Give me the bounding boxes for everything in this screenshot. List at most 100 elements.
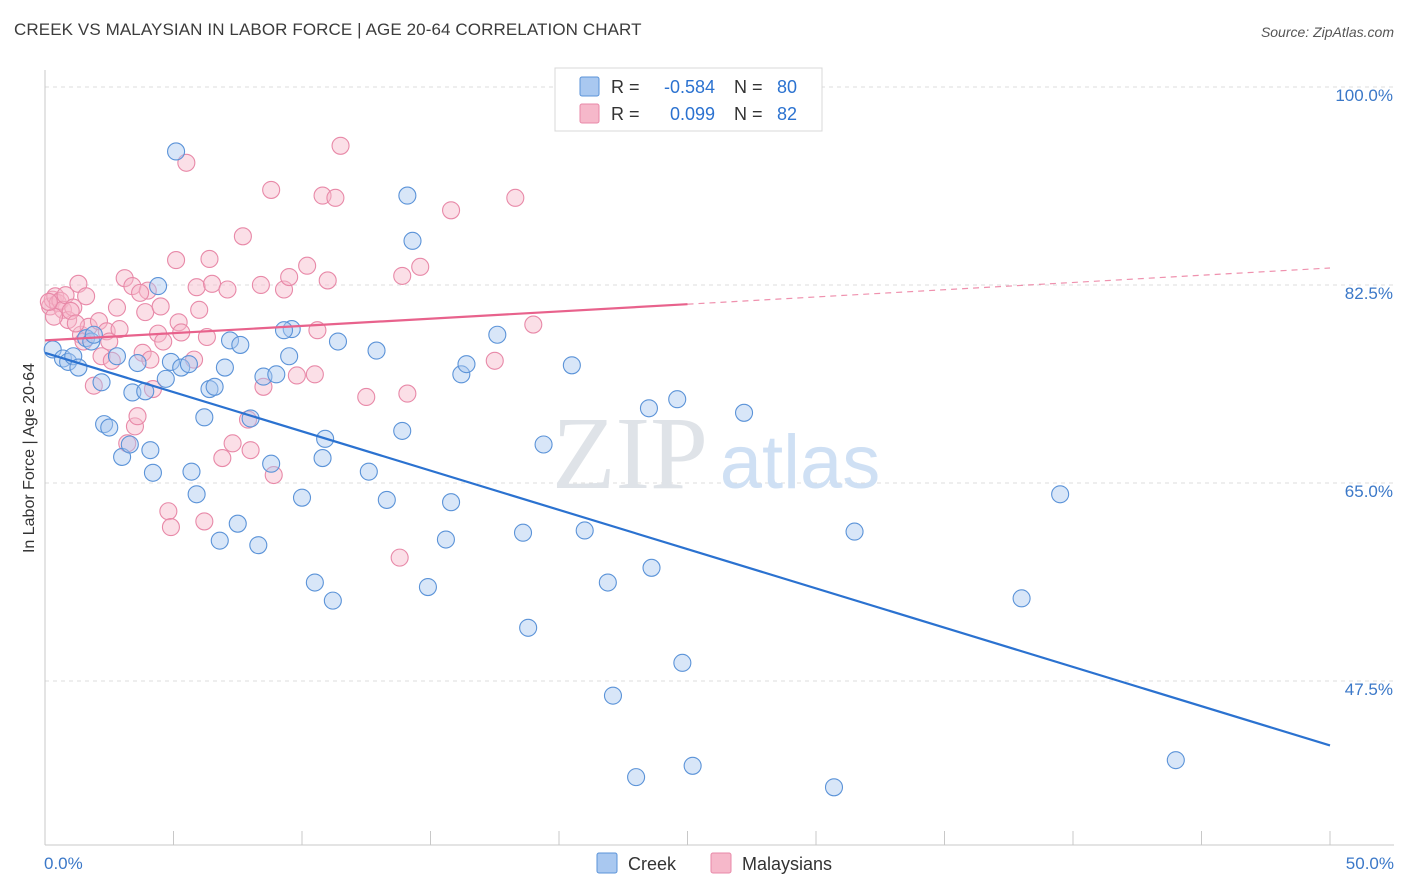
creek-point [627, 768, 646, 787]
creek-point [305, 573, 324, 592]
creek-point [161, 352, 180, 371]
malaysians-point [506, 188, 525, 207]
creek-point [418, 577, 437, 597]
watermark-zip: ZIP [552, 396, 708, 511]
malaysians-point [485, 351, 504, 370]
creek-legend-swatch [579, 76, 600, 97]
malaysians-point [195, 512, 214, 531]
malaysians-point [280, 267, 299, 287]
creek-point [598, 573, 617, 592]
creek-point [120, 435, 139, 454]
creek-point [215, 358, 234, 377]
creek-point [210, 531, 229, 550]
malaysians-point [326, 188, 345, 207]
creek-point [1166, 751, 1185, 770]
creek-point [182, 462, 201, 481]
creek-legend-label: Creek [628, 854, 677, 874]
creek-point [95, 415, 114, 434]
creek-point [642, 558, 661, 577]
malaysians-r-label: R = [611, 104, 640, 124]
creek-point [167, 142, 186, 161]
malaysians-point [287, 366, 306, 385]
watermark: ZIP atlas [552, 396, 880, 511]
malaysians-point [254, 377, 273, 396]
creek-point [603, 686, 623, 705]
creek-point [639, 399, 659, 418]
malaysians-point [131, 283, 150, 302]
malaysians-trend-line-extrapolated [687, 267, 1331, 305]
stats-legend: R = -0.584 N = 80 R = 0.099 N = 82 [554, 67, 823, 132]
creek-point [100, 418, 119, 437]
malaysians-point [64, 298, 83, 317]
creek-point [179, 355, 198, 374]
creek-point [274, 321, 294, 340]
creek-point [734, 403, 754, 422]
trend-lines [44, 267, 1331, 747]
creek-point [377, 490, 396, 509]
creek-point [367, 341, 386, 360]
creek-point [403, 231, 422, 250]
malaysians-point [298, 256, 317, 275]
malaysians-point [305, 365, 324, 384]
malaysians-point [318, 271, 337, 290]
malaysians-n-value: 82 [777, 104, 797, 124]
creek-r-label: R = [611, 77, 640, 97]
creek-point [442, 493, 461, 512]
malaysians-point [233, 227, 252, 246]
y-tick-label: 47.5% [1345, 680, 1393, 699]
creek-point [668, 390, 687, 409]
y-tick-label: 82.5% [1345, 284, 1393, 303]
malaysians-point [398, 384, 417, 403]
creek-n-value: 80 [777, 77, 797, 97]
malaysians-point [39, 292, 58, 311]
malaysians-point [161, 518, 180, 537]
axes: 100.0% 82.5% 65.0% 47.5% [44, 70, 1394, 846]
malaysians-point [77, 287, 96, 306]
creek-point [323, 591, 342, 610]
creek-point [149, 277, 168, 296]
creek-point [673, 653, 692, 672]
malaysians-series [39, 136, 543, 567]
creek-point [313, 449, 332, 468]
malaysians-point [159, 502, 178, 521]
creek-point [249, 536, 268, 555]
malaysians-n-label: N = [734, 104, 763, 124]
malaysians-point [223, 434, 242, 453]
malaysians-point [177, 153, 196, 172]
malaysians-point [110, 320, 129, 339]
malaysians-point [262, 180, 281, 199]
malaysians-point [167, 251, 186, 270]
malaysians-point [133, 343, 152, 362]
malaysians-point [213, 449, 232, 468]
creek-point [141, 441, 160, 460]
malaysians-trend-line [44, 303, 688, 342]
malaysians-point [393, 266, 412, 285]
malaysians-point [442, 201, 461, 220]
creek-point [280, 347, 299, 366]
malaysians-point [411, 257, 430, 276]
creek-point [267, 365, 286, 384]
creek-point [683, 756, 702, 775]
creek-point [156, 369, 175, 388]
creek-point [292, 488, 312, 507]
malaysians-point [524, 315, 543, 334]
malaysians-point [66, 314, 85, 333]
malaysians-point [390, 548, 409, 567]
malaysians-point [151, 297, 170, 316]
malaysians-point [107, 298, 127, 317]
malaysians-point [241, 441, 260, 460]
creek-point [1051, 485, 1070, 504]
creek-point [228, 514, 247, 533]
creek-point [398, 186, 417, 205]
creek-point [143, 463, 162, 482]
creek-point [824, 778, 844, 797]
creek-point [84, 325, 103, 344]
creek-point [187, 485, 206, 504]
creek-point [393, 421, 412, 440]
y-axis-label: In Labor Force | Age 20-64 [21, 363, 38, 553]
malaysians-point [190, 300, 209, 319]
series-legend: Creek Malaysians [596, 852, 832, 874]
malaysians-point [200, 249, 219, 268]
malaysians-point [331, 136, 350, 155]
creek-point [205, 377, 224, 396]
